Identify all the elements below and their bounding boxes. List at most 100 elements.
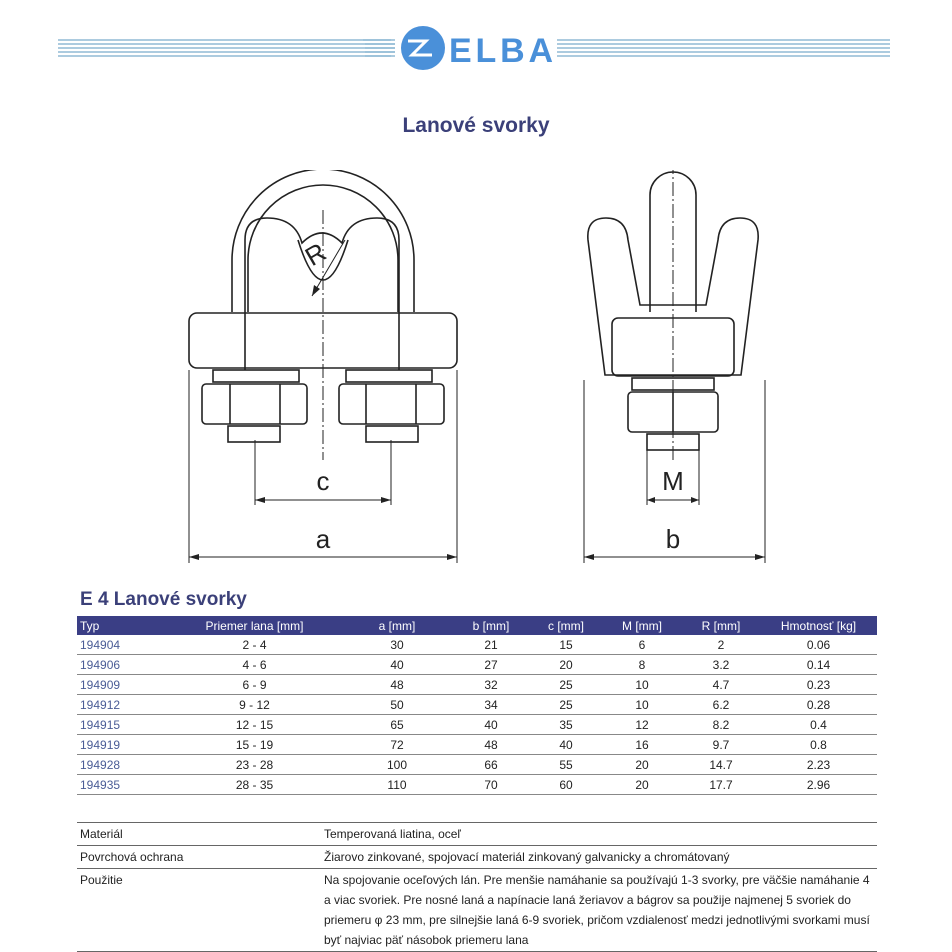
table-cell: 0.23 xyxy=(760,674,877,695)
table-row: 194919 15 - 19 72 48 40 16 9.7 0.8 xyxy=(77,734,877,755)
dimension-label-a: a xyxy=(316,524,331,554)
header-lines xyxy=(58,39,890,57)
table-cell: 21 xyxy=(452,635,530,655)
table-cell: 9.7 xyxy=(682,734,760,755)
table-cell: 66 xyxy=(452,754,530,775)
table-cell: 0.14 xyxy=(760,654,877,675)
table-cell: 27 xyxy=(452,654,530,675)
table-cell: 12 xyxy=(602,714,682,735)
column-header: M [mm] xyxy=(602,616,682,635)
table-cell: 8.2 xyxy=(682,714,760,735)
column-header: c [mm] xyxy=(530,616,602,635)
table-cell: 14.7 xyxy=(682,754,760,775)
info-label: Materiál xyxy=(77,822,321,846)
table-cell: 55 xyxy=(530,754,602,775)
table-cell: 25 xyxy=(530,694,602,715)
table-cell: 194919 xyxy=(77,734,167,755)
dimension-label-m: M xyxy=(662,466,684,496)
table-cell: 30 xyxy=(342,635,452,655)
table-cell: 15 - 19 xyxy=(167,734,342,755)
table-row: 194904 2 - 4 30 21 15 6 2 0.06 xyxy=(77,635,877,655)
page-title: Lanové svorky xyxy=(402,114,550,137)
table-cell: 2.96 xyxy=(760,774,877,795)
brand-header: ELBA xyxy=(58,26,890,70)
section-title: E 4 Lanové svorky xyxy=(80,589,247,610)
table-cell: 10 xyxy=(602,694,682,715)
table-cell: 10 xyxy=(602,674,682,695)
table-cell: 23 - 28 xyxy=(167,754,342,775)
table-cell: 4.7 xyxy=(682,674,760,695)
clamp-drawing: c a b M R xyxy=(188,170,766,563)
table-cell: 17.7 xyxy=(682,774,760,795)
table-cell: 0.8 xyxy=(760,734,877,755)
dimension-label-c: c xyxy=(317,466,330,496)
info-value: Žiarovo zinkované, spojovací materiál zi… xyxy=(321,845,877,869)
table-cell: 60 xyxy=(530,774,602,795)
table-cell: 6.2 xyxy=(682,694,760,715)
table-cell: 110 xyxy=(342,774,452,795)
info-value: Temperovaná liatina, oceľ xyxy=(321,822,877,846)
table-cell: 15 xyxy=(530,635,602,655)
table-row: 194915 12 - 15 65 40 35 12 8.2 0.4 xyxy=(77,714,877,735)
table-cell: 48 xyxy=(452,734,530,755)
table-cell: 48 xyxy=(342,674,452,695)
info-row: Povrchová ochrana Žiarovo zinkované, spoj… xyxy=(77,845,877,869)
table-cell: 194935 xyxy=(77,774,167,795)
table-cell: 28 - 35 xyxy=(167,774,342,795)
table-cell: 9 - 12 xyxy=(167,694,342,715)
table-row: 194928 23 - 28 100 66 55 20 14.7 2.23 xyxy=(77,754,877,775)
table-cell: 16 xyxy=(602,734,682,755)
table-cell: 20 xyxy=(602,774,682,795)
table-cell: 4 - 6 xyxy=(167,654,342,675)
table-cell: 2.23 xyxy=(760,754,877,775)
table-cell: 40 xyxy=(342,654,452,675)
svg-text:ELBA: ELBA xyxy=(449,32,553,70)
table-cell: 100 xyxy=(342,754,452,775)
column-header: Hmotnosť [kg] xyxy=(760,616,877,635)
table-cell: 2 xyxy=(682,635,760,655)
table-cell: 194915 xyxy=(77,714,167,735)
table-cell: 12 - 15 xyxy=(167,714,342,735)
table-cell: 194909 xyxy=(77,674,167,695)
table-cell: 0.4 xyxy=(760,714,877,735)
table-cell: 2 - 4 xyxy=(167,635,342,655)
table-cell: 34 xyxy=(452,694,530,715)
table-cell: 25 xyxy=(530,674,602,695)
table-cell: 8 xyxy=(602,654,682,675)
column-header: Typ xyxy=(77,616,167,635)
table-cell: 0.28 xyxy=(760,694,877,715)
info-label: Povrchová ochrana xyxy=(77,845,321,869)
table-row: 194912 9 - 12 50 34 25 10 6.2 0.28 xyxy=(77,694,877,715)
table-cell: 32 xyxy=(452,674,530,695)
info-table: Materiál Temperovaná liatina, oceľ Povrcho… xyxy=(77,822,877,952)
table-cell: 194904 xyxy=(77,635,167,655)
elba-logo: ELBA xyxy=(401,26,553,70)
table-cell: 35 xyxy=(530,714,602,735)
column-header: b [mm] xyxy=(452,616,530,635)
table-cell: 40 xyxy=(530,734,602,755)
info-label: Použitie xyxy=(80,873,123,887)
table-cell: 194912 xyxy=(77,694,167,715)
column-header: R [mm] xyxy=(682,616,760,635)
table-cell: 65 xyxy=(342,714,452,735)
table-cell: 20 xyxy=(602,754,682,775)
table-cell: 6 - 9 xyxy=(167,674,342,695)
dimension-label-r: R xyxy=(300,237,331,272)
spec-table: Typ Priemer lana [mm] a [mm] b [mm] c [mm] M … xyxy=(77,616,877,795)
table-row: 194906 4 - 6 40 27 20 8 3.2 0.14 xyxy=(77,654,877,675)
table-cell: 50 xyxy=(342,694,452,715)
table-cell: 70 xyxy=(452,774,530,795)
table-cell: 20 xyxy=(530,654,602,675)
table-cell: 3.2 xyxy=(682,654,760,675)
info-row: Použitie Na spojovanie oceľových lán. Pre… xyxy=(77,869,877,952)
table-cell: 194906 xyxy=(77,654,167,675)
table-cell: 6 xyxy=(602,635,682,655)
column-header: a [mm] xyxy=(342,616,452,635)
table-cell: 72 xyxy=(342,734,452,755)
table-cell: 194928 xyxy=(77,754,167,775)
column-header: Priemer lana [mm] xyxy=(167,616,342,635)
info-row: Materiál Temperovaná liatina, oceľ xyxy=(77,822,877,846)
table-row: 194935 28 - 35 110 70 60 20 17.7 2.96 xyxy=(77,774,877,795)
table-cell: 0.06 xyxy=(760,635,877,655)
table-cell: 40 xyxy=(452,714,530,735)
